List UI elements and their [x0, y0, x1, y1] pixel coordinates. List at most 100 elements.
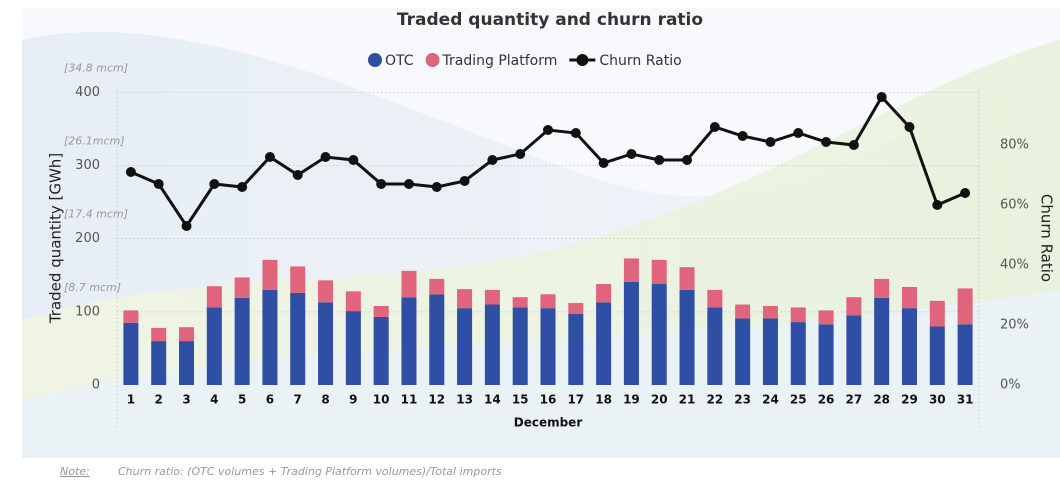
bar-segment — [707, 307, 722, 385]
legend-label: Churn Ratio — [599, 53, 681, 69]
bar-segment — [401, 297, 416, 385]
churn-marker — [571, 128, 581, 138]
bar-segment — [151, 328, 166, 341]
bar-segment — [930, 301, 945, 327]
churn-marker — [932, 200, 942, 210]
bar-segment — [596, 302, 611, 385]
x-tick-label: 23 — [734, 393, 751, 407]
x-tick-label: 27 — [846, 393, 863, 407]
bar-segment — [179, 341, 194, 385]
x-tick-label: 17 — [567, 393, 584, 407]
x-tick-label: 26 — [818, 393, 835, 407]
x-tick-label: 24 — [762, 393, 779, 407]
churn-marker — [960, 188, 970, 198]
bar-segment — [791, 307, 806, 322]
note-label: Note: — [60, 465, 90, 478]
y-tick-annotation: [26.1mcm] — [64, 134, 125, 147]
y2-axis-title: Churn Ratio — [1038, 194, 1056, 282]
x-axis-title: December — [514, 416, 583, 430]
bar-segment — [346, 291, 361, 311]
bar-segment — [846, 315, 861, 385]
y2-tick-label: 60% — [1000, 198, 1029, 213]
churn-marker — [793, 128, 803, 138]
x-tick-label: 21 — [679, 393, 696, 407]
y-tick-annotation: [8.7 mcm] — [64, 281, 121, 294]
x-tick-label: 9 — [349, 393, 357, 407]
churn-marker — [154, 179, 164, 189]
churn-marker — [515, 149, 525, 159]
bar-segment — [123, 323, 138, 385]
x-tick-label: 6 — [266, 393, 274, 407]
bar-segment — [680, 267, 695, 290]
x-tick-label: 1 — [127, 393, 135, 407]
churn-marker — [821, 137, 831, 147]
y2-tick-label: 0% — [1000, 378, 1021, 393]
bar-segment — [707, 290, 722, 308]
bar-segment — [429, 279, 444, 294]
y2-tick-label: 40% — [1000, 258, 1029, 273]
bar-segment — [624, 258, 639, 281]
churn-marker — [182, 221, 192, 231]
bar-segment — [318, 280, 333, 302]
bar-segment — [513, 307, 528, 385]
bar-segment — [652, 284, 667, 385]
bar-segment — [624, 282, 639, 385]
bar-segment — [346, 311, 361, 385]
churn-marker — [849, 140, 859, 150]
x-tick-label: 20 — [651, 393, 668, 407]
bar-segment — [958, 324, 973, 385]
y2-tick-label: 80% — [1000, 138, 1029, 153]
note: Churn ratio: (OTC volumes + Trading Plat… — [118, 465, 502, 478]
churn-marker — [543, 125, 553, 135]
churn-marker — [209, 179, 219, 189]
churn-marker — [626, 149, 636, 159]
churn-marker — [682, 155, 692, 165]
x-tick-label: 18 — [595, 393, 612, 407]
churn-marker — [487, 155, 497, 165]
y-tick-label: 300 — [75, 158, 100, 173]
churn-marker — [654, 155, 664, 165]
bar-segment — [540, 294, 555, 308]
x-tick-label: 8 — [321, 393, 329, 407]
y-tick-label: 100 — [75, 304, 100, 319]
x-tick-label: 11 — [401, 393, 418, 407]
bar-segment — [846, 297, 861, 315]
bar-segment — [680, 290, 695, 385]
y-axis-title: Traded quantity [GWh] — [47, 153, 65, 324]
churn-marker — [460, 176, 470, 186]
x-tick-label: 13 — [456, 393, 473, 407]
x-tick-label: 14 — [484, 393, 501, 407]
bar-segment — [819, 324, 834, 385]
bar-segment — [874, 279, 889, 298]
y2-tick-label: 20% — [1000, 318, 1029, 333]
bar-segment — [791, 322, 806, 385]
x-tick-label: 25 — [790, 393, 807, 407]
bar-segment — [902, 308, 917, 385]
chart: Traded quantity and churn ratio December… — [0, 0, 1060, 497]
x-tick-label: 30 — [929, 393, 946, 407]
legend-label: Trading Platform — [442, 53, 558, 69]
bar-segment — [902, 287, 917, 308]
churn-marker — [293, 170, 303, 180]
bar-segment — [262, 260, 277, 290]
bar-segment — [401, 271, 416, 297]
churn-marker — [237, 182, 247, 192]
page: Traded quantity and churn ratio December… — [0, 0, 1060, 497]
bar-segment — [179, 327, 194, 341]
churn-marker — [404, 179, 414, 189]
churn-marker — [599, 158, 609, 168]
churn-marker — [710, 122, 720, 132]
x-tick-label: 2 — [155, 393, 163, 407]
x-tick-label: 31 — [957, 393, 974, 407]
y-tick-annotation: [34.8 mcm] — [64, 61, 128, 74]
bar-segment — [457, 289, 472, 308]
bar-segment — [151, 341, 166, 385]
bar-segment — [207, 307, 222, 385]
bar-segment — [457, 308, 472, 385]
x-tick-label: 5 — [238, 393, 246, 407]
y-tick-label: 200 — [75, 231, 100, 246]
y-tick-label: 0 — [92, 378, 100, 393]
background — [22, 8, 1060, 458]
x-tick-label: 28 — [873, 393, 890, 407]
legend-marker — [368, 53, 382, 67]
